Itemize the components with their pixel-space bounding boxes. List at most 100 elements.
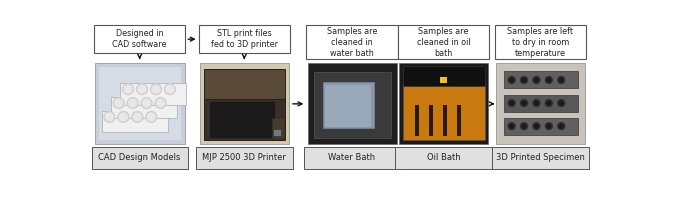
Text: STL print files
fed to 3D printer: STL print files fed to 3D printer [211, 29, 278, 49]
Text: Samples are left
to dry in room
temperature: Samples are left to dry in room temperat… [507, 27, 573, 58]
Circle shape [546, 123, 552, 130]
Circle shape [146, 111, 156, 122]
Circle shape [143, 99, 150, 107]
Circle shape [547, 78, 551, 82]
Bar [121, 83, 186, 105]
Circle shape [522, 101, 526, 105]
Circle shape [558, 76, 565, 83]
Bar [306, 25, 397, 59]
Text: Oil Bath: Oil Bath [427, 153, 460, 162]
Bar [443, 105, 447, 136]
Circle shape [535, 101, 538, 105]
Text: MJP 2500 3D Printer: MJP 2500 3D Printer [202, 153, 286, 162]
Circle shape [547, 101, 551, 105]
Text: Designed in
CAD software: Designed in CAD software [112, 29, 167, 49]
Text: CAD Design Models: CAD Design Models [98, 153, 181, 162]
Circle shape [165, 84, 175, 95]
Bar [492, 147, 589, 168]
Circle shape [533, 123, 540, 130]
Circle shape [137, 84, 148, 95]
Circle shape [124, 85, 132, 93]
Text: Water Bath: Water Bath [328, 153, 376, 162]
Bar [272, 118, 284, 138]
Circle shape [521, 100, 527, 107]
Circle shape [120, 113, 127, 121]
Bar [94, 25, 185, 53]
Bar [102, 111, 167, 132]
Bar [439, 77, 447, 83]
Bar [111, 97, 177, 118]
Bar [504, 95, 577, 111]
Circle shape [547, 124, 551, 128]
Bar [415, 105, 418, 136]
Circle shape [141, 98, 152, 109]
Circle shape [106, 113, 113, 121]
Bar [204, 96, 285, 140]
Bar [314, 72, 391, 138]
Circle shape [559, 78, 563, 82]
Circle shape [508, 100, 515, 107]
Bar [504, 118, 577, 135]
Bar [209, 101, 276, 138]
Circle shape [510, 78, 514, 82]
Circle shape [127, 98, 138, 109]
Circle shape [533, 76, 540, 83]
Bar [91, 147, 188, 168]
Circle shape [148, 113, 155, 121]
Circle shape [156, 99, 165, 107]
Bar [399, 63, 488, 144]
Bar [395, 147, 492, 168]
Circle shape [558, 100, 565, 107]
Bar [496, 63, 586, 144]
Circle shape [558, 123, 565, 130]
Circle shape [521, 76, 527, 83]
Circle shape [123, 84, 133, 95]
Circle shape [546, 76, 552, 83]
Circle shape [510, 124, 514, 128]
Circle shape [535, 124, 538, 128]
Circle shape [508, 76, 515, 83]
Bar [403, 82, 485, 140]
Circle shape [559, 101, 563, 105]
Circle shape [155, 98, 166, 109]
Circle shape [138, 85, 146, 93]
Circle shape [533, 100, 540, 107]
Circle shape [113, 98, 124, 109]
Circle shape [559, 124, 563, 128]
Circle shape [510, 101, 514, 105]
Text: 3D Printed Specimen: 3D Printed Specimen [496, 153, 585, 162]
Circle shape [115, 99, 123, 107]
Circle shape [133, 113, 141, 121]
Circle shape [150, 84, 161, 95]
Bar [204, 69, 285, 99]
Circle shape [129, 99, 137, 107]
Bar [95, 63, 185, 144]
Bar [100, 67, 181, 140]
Text: Samples are
cleaned in
water bath: Samples are cleaned in water bath [327, 27, 377, 58]
Circle shape [104, 111, 115, 122]
Bar [274, 130, 282, 136]
Circle shape [535, 78, 538, 82]
Bar [198, 25, 290, 53]
Bar [196, 147, 293, 168]
Circle shape [521, 123, 527, 130]
Bar [304, 147, 401, 168]
Circle shape [152, 85, 160, 93]
Bar [504, 71, 577, 89]
Text: Samples are
cleaned in oil
bath: Samples are cleaned in oil bath [416, 27, 471, 58]
Circle shape [508, 123, 515, 130]
Bar [456, 105, 460, 136]
Circle shape [546, 100, 552, 107]
Circle shape [522, 124, 526, 128]
Bar [324, 82, 374, 129]
Bar [308, 63, 397, 144]
Circle shape [166, 85, 174, 93]
Bar [397, 25, 489, 59]
Bar [495, 25, 586, 59]
Circle shape [132, 111, 143, 122]
Circle shape [118, 111, 129, 122]
Bar [325, 85, 372, 127]
Bar [200, 63, 289, 144]
Bar [403, 66, 485, 86]
Circle shape [522, 78, 526, 82]
